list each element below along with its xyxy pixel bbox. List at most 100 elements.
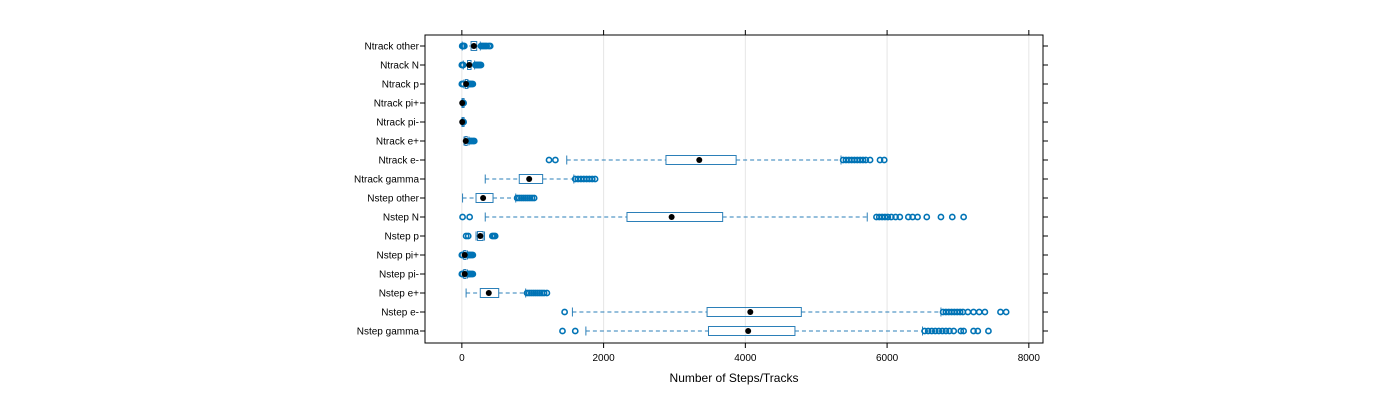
median-dot bbox=[462, 138, 469, 144]
outlier-point bbox=[896, 213, 904, 221]
category-label: Ntrack p bbox=[382, 80, 420, 91]
outlier-point bbox=[862, 156, 870, 164]
box-group bbox=[462, 193, 538, 203]
outlier-point bbox=[981, 308, 989, 316]
x-tick-label: 2000 bbox=[592, 353, 615, 364]
box-group bbox=[484, 174, 599, 184]
category-label: Ntrack e+ bbox=[376, 137, 419, 148]
outlier-point bbox=[876, 156, 884, 164]
median-dot bbox=[480, 195, 487, 201]
outlier-point bbox=[588, 175, 596, 183]
outlier-point bbox=[486, 42, 494, 50]
outlier-point bbox=[887, 213, 895, 221]
category-label: Ntrack e- bbox=[378, 156, 419, 167]
median-dot bbox=[696, 157, 703, 163]
iqr-box bbox=[479, 288, 500, 298]
median-dot bbox=[463, 81, 470, 87]
outlier-point bbox=[469, 251, 477, 259]
box-group bbox=[458, 60, 485, 70]
outlier-point bbox=[964, 308, 972, 316]
outlier-point bbox=[957, 327, 965, 335]
iqr-box bbox=[665, 155, 737, 165]
outlier-point bbox=[530, 194, 538, 202]
box-group bbox=[561, 307, 1010, 317]
box-group bbox=[459, 117, 468, 127]
outlier-point bbox=[970, 327, 977, 335]
outlier-point bbox=[931, 327, 939, 335]
median-dot bbox=[466, 62, 473, 68]
x-tick-label: 4000 bbox=[734, 353, 757, 364]
outlier-point bbox=[960, 327, 968, 335]
outlier-point bbox=[571, 327, 579, 335]
outlier-point bbox=[935, 327, 943, 335]
outlier-point bbox=[464, 232, 472, 240]
box-group bbox=[559, 326, 992, 336]
outlier-point bbox=[960, 213, 968, 221]
category-label: Ntrack gamma bbox=[354, 175, 419, 186]
outlier-point bbox=[466, 213, 474, 221]
median-dot bbox=[745, 328, 752, 334]
category-label: Nstep N bbox=[383, 213, 419, 224]
outlier-point bbox=[970, 308, 977, 316]
outlier-point bbox=[904, 213, 912, 221]
median-dot bbox=[459, 100, 466, 106]
x-axis: 0 2000 4000 6000 8000 bbox=[459, 30, 1040, 364]
median-dot bbox=[485, 290, 492, 296]
outlier-point bbox=[543, 289, 551, 297]
x-axis-title: Number of Steps/Tracks bbox=[670, 371, 799, 385]
category-label: Nstep pi+ bbox=[376, 251, 419, 262]
outlier-point bbox=[985, 327, 992, 335]
category-label: Ntrack pi+ bbox=[374, 99, 419, 110]
box-group bbox=[462, 231, 499, 241]
outlier-point bbox=[491, 232, 499, 240]
iqr-box bbox=[707, 326, 796, 336]
category-label: Ntrack N bbox=[380, 61, 419, 72]
outlier-point bbox=[880, 156, 888, 164]
category-label: Nstep pi- bbox=[379, 270, 419, 281]
outlier-point bbox=[559, 327, 566, 335]
category-label: Nstep gamma bbox=[357, 327, 420, 338]
outlier-point bbox=[921, 327, 929, 335]
outlier-point bbox=[884, 213, 892, 221]
x-tick-label: 0 bbox=[459, 353, 465, 364]
outlier-point bbox=[948, 213, 956, 221]
outlier-point bbox=[469, 80, 477, 88]
outlier-point bbox=[924, 327, 932, 335]
grid-layer bbox=[461, 35, 1030, 343]
iqr-box bbox=[518, 174, 544, 184]
median-dot bbox=[461, 271, 468, 277]
box-group bbox=[459, 98, 468, 108]
box-group bbox=[545, 155, 888, 165]
x-tick-label: 6000 bbox=[876, 353, 899, 364]
outlier-point bbox=[950, 327, 958, 335]
outlier-point bbox=[956, 308, 964, 316]
outlier-point bbox=[552, 156, 559, 164]
box-group bbox=[459, 212, 968, 222]
outlier-point bbox=[938, 327, 946, 335]
outlier-point bbox=[892, 213, 899, 221]
median-dot bbox=[470, 43, 477, 49]
outlier-point bbox=[545, 156, 553, 164]
category-label: Nstep p bbox=[385, 232, 420, 243]
outlier-point bbox=[923, 213, 931, 221]
outlier-point bbox=[1002, 308, 1010, 316]
category-label: Ntrack pi- bbox=[376, 118, 419, 129]
outlier-point bbox=[946, 327, 953, 335]
outlier-point bbox=[561, 308, 569, 316]
iqr-box bbox=[475, 193, 494, 203]
outlier-point bbox=[881, 213, 889, 221]
x-tick-label: 8000 bbox=[1018, 353, 1041, 364]
outlier-point bbox=[477, 61, 485, 69]
median-dot bbox=[459, 119, 466, 125]
box-group bbox=[462, 136, 478, 146]
box-group bbox=[458, 250, 477, 260]
median-dot bbox=[526, 176, 533, 182]
plot-frame bbox=[424, 34, 1044, 344]
y-axis: Ntrack other Ntrack N Ntrack p Ntrack pi+ Nt… bbox=[354, 42, 1048, 338]
iqr-box bbox=[706, 307, 802, 317]
outlier-point bbox=[470, 137, 478, 145]
outlier-point bbox=[942, 327, 950, 335]
outlier-point bbox=[937, 213, 945, 221]
outlier-point bbox=[928, 327, 936, 335]
